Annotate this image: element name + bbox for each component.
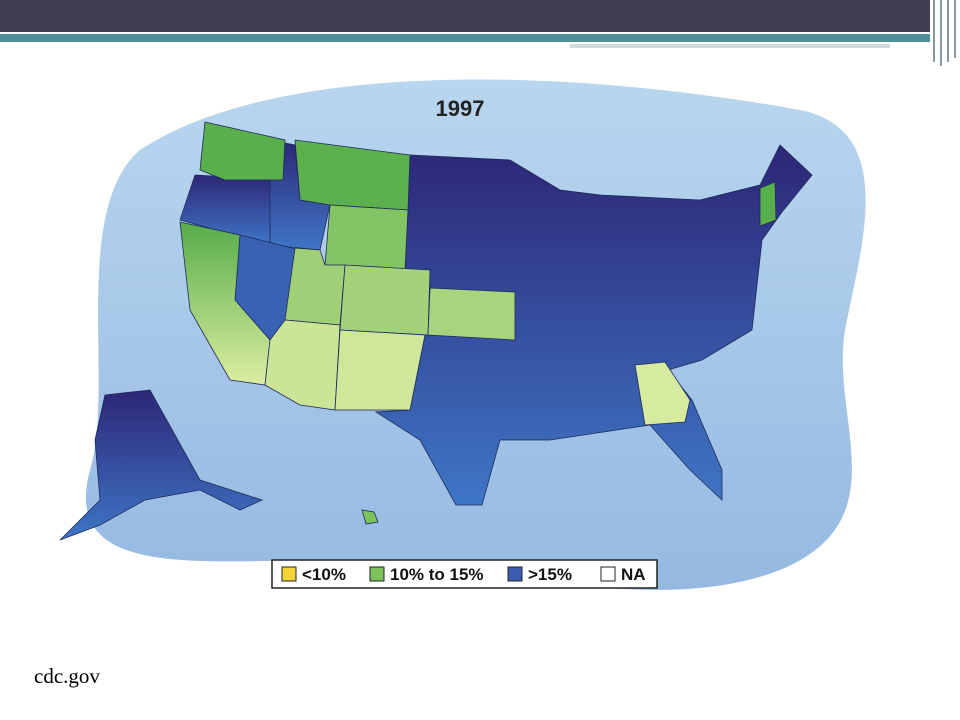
header-stripe: [0, 34, 930, 42]
legend-label: 10% to 15%: [390, 565, 484, 584]
map-title: 1997: [436, 96, 485, 121]
state: [759, 181, 777, 227]
source-label: cdc.gov: [34, 664, 100, 688]
legend-swatch: [600, 566, 616, 582]
legend-label: <10%: [302, 565, 346, 584]
state: [334, 329, 426, 411]
hawaii: [361, 509, 379, 525]
legend-swatch: [281, 566, 297, 582]
us-map: [59, 121, 813, 541]
state: [634, 361, 691, 426]
legend-swatch: [369, 566, 385, 582]
legend-label: NA: [621, 565, 646, 584]
header-bar: [0, 0, 930, 32]
header-stripe: [570, 44, 890, 48]
legend-label: >15%: [528, 565, 572, 584]
corner-lines: [933, 0, 956, 66]
legend-box: [271, 559, 658, 589]
state: [264, 319, 341, 411]
legend-swatch: [507, 566, 523, 582]
state: [427, 287, 516, 341]
state: [199, 121, 286, 181]
alaska: [59, 389, 264, 541]
legend: <10% 10% to 15% >15% NA: [281, 565, 646, 584]
state: [324, 204, 409, 271]
state: [339, 264, 431, 336]
